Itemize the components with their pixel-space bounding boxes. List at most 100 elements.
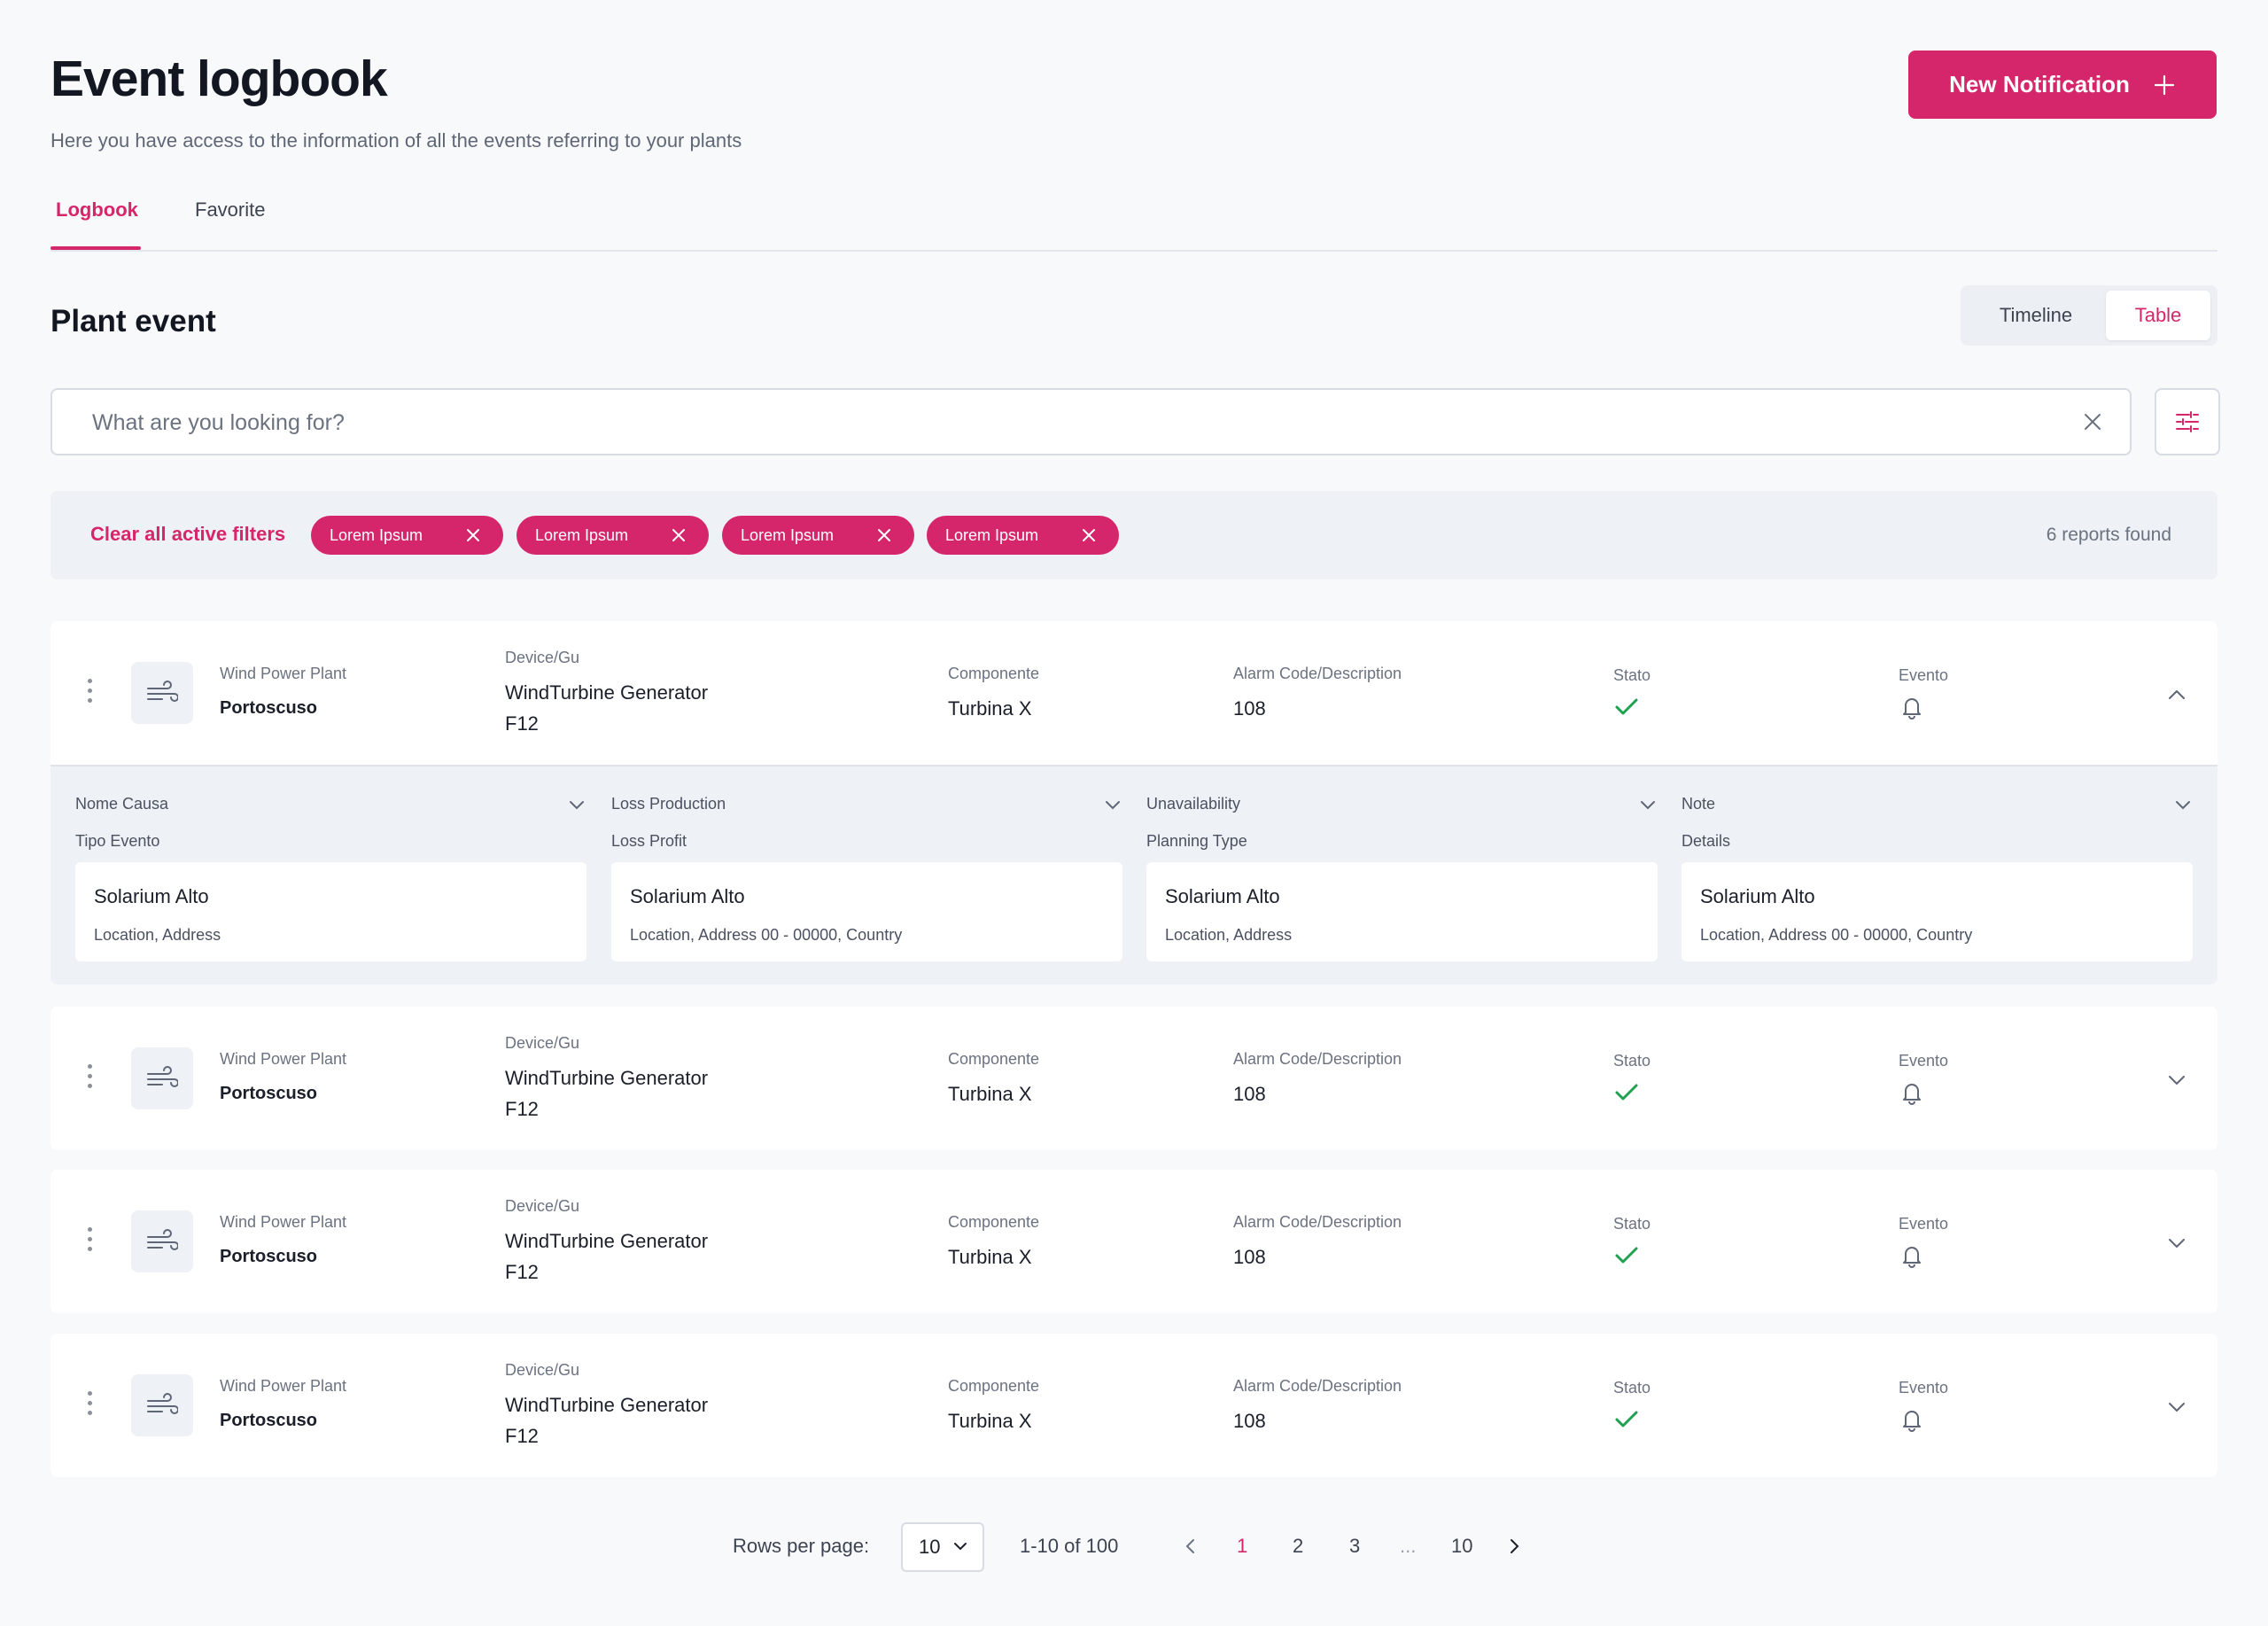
detail-title: Solarium Alto (630, 885, 745, 907)
detail-text: Location, Address 00 - 00000, Country (1700, 926, 1973, 944)
event-row[interactable]: Wind Power Plant Portoscuso Device/Gu Wi… (50, 1334, 2218, 1477)
bell-icon[interactable] (1899, 1406, 1925, 1433)
chevron-down-icon[interactable] (2173, 795, 2193, 814)
plant-label: Wind Power Plant (220, 1213, 347, 1231)
component-value: Turbina X (948, 1410, 1032, 1432)
view-timeline-button[interactable]: Timeline (1999, 304, 2073, 326)
component-label: Componente (948, 665, 1040, 682)
detail-box[interactable]: Solarium Alto Location, Address 00 - 000… (611, 862, 1122, 961)
filter-chip[interactable]: Lorem Ipsum (927, 516, 1119, 555)
more-options-icon[interactable] (86, 679, 93, 705)
search-box (50, 388, 2132, 455)
detail-box[interactable]: Solarium Alto Location, Address (75, 862, 586, 961)
device-label: Device/Gu (505, 1197, 580, 1215)
chevron-left-icon[interactable] (1181, 1537, 1200, 1556)
chevron-right-icon[interactable] (1504, 1537, 1524, 1556)
page-link[interactable]: 10 (1451, 1535, 1473, 1557)
alarm-label: Alarm Code/Description (1233, 1213, 1402, 1231)
detail-title: Solarium Alto (1700, 885, 1815, 907)
detail-text: Location, Address (1165, 926, 1293, 944)
page-link[interactable]: 2 (1293, 1535, 1304, 1557)
bell-icon[interactable] (1899, 694, 1925, 720)
detail-text: Location, Address 00 - 00000, Country (630, 926, 903, 944)
filter-chip[interactable]: Lorem Ipsum (722, 516, 914, 555)
component-value: Turbina X (948, 1246, 1032, 1268)
clear-search-icon[interactable] (2082, 411, 2103, 432)
pagination: Rows per page: 10 1-10 of 100 1 2 3 ... … (0, 1522, 2268, 1572)
stato-label: Stato (1613, 1379, 1651, 1396)
wind-icon (131, 662, 193, 724)
filter-chip[interactable]: Lorem Ipsum (517, 516, 709, 555)
detail-box[interactable]: Solarium Alto Location, Address (1146, 862, 1658, 961)
event-card: Wind Power Plant Portoscuso Device/Gu Wi… (50, 1334, 2218, 1477)
event-row[interactable]: Wind Power Plant Portoscuso Device/Gu Wi… (50, 621, 2218, 765)
stato-label: Stato (1613, 666, 1651, 684)
chevron-down-icon[interactable] (1103, 795, 1122, 814)
device-label: Device/Gu (505, 649, 580, 666)
new-notification-label: New Notification (1949, 71, 2130, 97)
filter-chip-label: Lorem Ipsum (741, 526, 835, 544)
filters-button[interactable] (2155, 388, 2220, 455)
event-card: Wind Power Plant Portoscuso Device/Gu Wi… (50, 621, 2218, 984)
search-input[interactable] (90, 390, 2043, 455)
plant-label: Wind Power Plant (220, 665, 347, 682)
page-link[interactable]: 1 (1237, 1535, 1248, 1557)
plus-icon (2154, 74, 2174, 95)
wind-icon (131, 1047, 193, 1109)
alarm-value: 108 (1233, 1246, 1266, 1268)
detail-column: Loss Production Loss Profit Solarium Alt… (611, 766, 1122, 984)
close-icon[interactable] (672, 528, 686, 542)
plant-label: Wind Power Plant (220, 1377, 347, 1395)
sliders-icon (2176, 411, 2199, 432)
detail-text: Location, Address (94, 926, 221, 944)
detail-title: Solarium Alto (94, 885, 209, 907)
chevron-down-icon[interactable] (2166, 1396, 2187, 1418)
event-row[interactable]: Wind Power Plant Portoscuso Device/Gu Wi… (50, 1007, 2218, 1150)
tab-bar: Logbook Favorite (50, 195, 2218, 252)
wind-icon (131, 1374, 193, 1436)
event-row[interactable]: Wind Power Plant Portoscuso Device/Gu Wi… (50, 1170, 2218, 1313)
filter-chip[interactable]: Lorem Ipsum (311, 516, 503, 555)
device-code: F12 (505, 1425, 539, 1447)
stato-label: Stato (1613, 1052, 1651, 1070)
event-details-panel: Nome Causa Tipo Evento Solarium Alto Loc… (50, 765, 2218, 984)
chevron-up-icon[interactable] (2166, 684, 2187, 705)
plant-label: Wind Power Plant (220, 1050, 347, 1068)
active-filters-bar: Clear all active filters Lorem Ipsum Lor… (50, 491, 2218, 580)
clear-all-filters-link[interactable]: Clear all active filters (90, 523, 286, 545)
bell-icon[interactable] (1899, 1242, 1925, 1269)
check-icon (1615, 698, 1638, 715)
detail-box[interactable]: Solarium Alto Location, Address 00 - 000… (1682, 862, 2193, 961)
new-notification-button[interactable]: New Notification (1908, 51, 2217, 119)
plant-name: Portoscuso (220, 1084, 318, 1103)
evento-label: Evento (1899, 666, 1949, 684)
more-options-icon[interactable] (86, 1227, 93, 1254)
detail-header: Unavailability (1146, 795, 1241, 813)
detail-title: Solarium Alto (1165, 885, 1280, 907)
view-table-button[interactable]: Table (2106, 291, 2210, 340)
close-icon[interactable] (877, 528, 891, 542)
page-link[interactable]: 3 (1349, 1535, 1361, 1557)
detail-subheader: Planning Type (1146, 832, 1247, 850)
more-options-icon[interactable] (86, 1064, 93, 1091)
chevron-down-icon[interactable] (2166, 1070, 2187, 1091)
bell-icon[interactable] (1899, 1079, 1925, 1106)
rows-per-page-select[interactable]: 10 (901, 1522, 984, 1572)
detail-subheader: Loss Profit (611, 832, 687, 850)
tab-logbook[interactable]: Logbook (56, 198, 138, 221)
close-icon[interactable] (466, 528, 480, 542)
more-options-icon[interactable] (86, 1391, 93, 1418)
device-name: WindTurbine Generator (505, 1230, 709, 1252)
filter-chip-label: Lorem Ipsum (330, 526, 423, 544)
chevron-down-icon[interactable] (567, 795, 586, 814)
tab-favorite[interactable]: Favorite (195, 198, 266, 221)
device-code: F12 (505, 712, 539, 735)
rows-per-page-value: 10 (919, 1536, 941, 1558)
chevron-down-icon[interactable] (1638, 795, 1658, 814)
evento-label: Evento (1899, 1379, 1949, 1396)
page-title: Event logbook (50, 51, 388, 107)
device-code: F12 (505, 1098, 539, 1120)
component-value: Turbina X (948, 697, 1032, 720)
chevron-down-icon[interactable] (2166, 1233, 2187, 1254)
close-icon[interactable] (1082, 528, 1096, 542)
